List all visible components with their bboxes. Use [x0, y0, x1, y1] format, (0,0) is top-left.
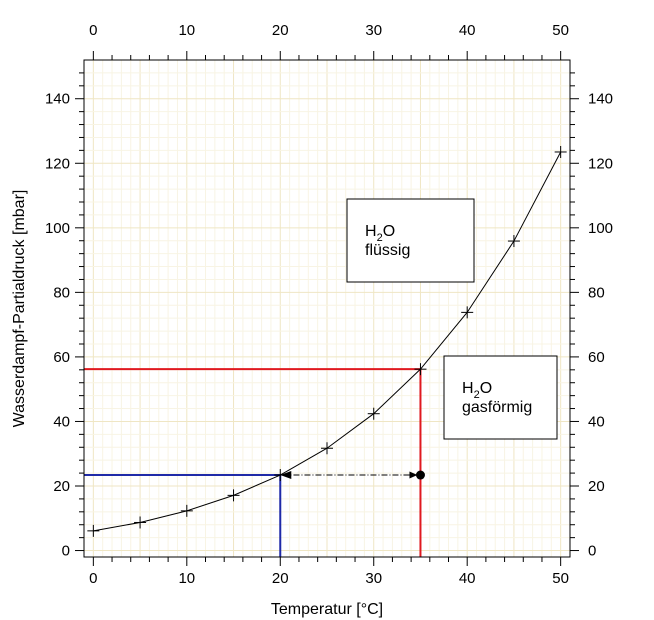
- y-tick-label-right: 140: [588, 91, 613, 108]
- gas-box-phase: gasförmig: [462, 399, 532, 416]
- data-point-marker: [227, 489, 240, 502]
- data-point-marker: [87, 524, 100, 537]
- y-tick-label-left: 80: [53, 284, 70, 301]
- y-tick-label-right: 100: [588, 220, 613, 237]
- x-tick-label-top: 0: [89, 22, 97, 39]
- y-tick-label-left: 100: [45, 220, 70, 237]
- x-tick-label-top: 20: [272, 22, 289, 39]
- x-tick-label-bottom: 0: [89, 570, 97, 587]
- x-tick-label-top: 50: [552, 22, 569, 39]
- x-tick-label-bottom: 10: [178, 570, 195, 587]
- data-point-marker: [461, 306, 474, 319]
- grid: [84, 60, 570, 557]
- y-tick-label-right: 80: [588, 284, 605, 301]
- tick-labels: 0 0 10 10 20 20 30 30 40 40 50 50 0 0 20 20 40 40 60 60 80 80…: [45, 22, 613, 587]
- y-tick-label-right: 40: [588, 413, 605, 430]
- minor-ticks: [75, 51, 579, 566]
- data-point-marker: [134, 516, 147, 529]
- data-point-marker: [321, 442, 333, 455]
- data-point-marker: [414, 363, 427, 376]
- x-axis-label: Temperatur [°C]: [271, 601, 383, 618]
- y-tick-label-right: 60: [588, 349, 605, 366]
- liquid-box-border: [346, 198, 475, 283]
- plot-frame: [83, 59, 571, 558]
- x-tick-label-bottom: 30: [365, 570, 382, 587]
- x-tick-label-top: 10: [178, 22, 195, 39]
- gas-box-border: [443, 355, 558, 440]
- y-tick-label-left: 120: [45, 155, 70, 172]
- x-tick-label-bottom: 20: [272, 570, 289, 587]
- x-tick-label-bottom: 40: [459, 570, 476, 587]
- y-axis-label: Wasserdampf-Partialdruck [mbar]: [11, 190, 28, 428]
- y-tick-label-right: 0: [588, 543, 596, 560]
- data-point-marker: [180, 504, 193, 517]
- arrow-start-dot: [415, 470, 425, 480]
- y-tick-label-left: 60: [53, 349, 70, 366]
- markers-layer: [87, 145, 567, 537]
- data-point-marker: [274, 469, 287, 482]
- y-tick-label-left: 0: [62, 543, 70, 560]
- data-point-marker: [507, 235, 520, 248]
- liquid-box-formula: H2O: [365, 223, 395, 244]
- liquid-box-phase: flüssig: [365, 242, 410, 259]
- data-point-marker: [367, 407, 380, 420]
- y-tick-label-left: 140: [45, 91, 70, 108]
- arrow-tail-head: [409, 471, 418, 479]
- gas-box-formula: H2O: [462, 380, 492, 401]
- x-tick-label-bottom: 50: [552, 570, 569, 587]
- x-tick-label-top: 40: [459, 22, 476, 39]
- data-point-marker: [554, 145, 567, 158]
- x-tick-label-top: 30: [365, 22, 382, 39]
- y-tick-label-right: 20: [588, 478, 605, 495]
- y-tick-label-left: 20: [53, 478, 70, 495]
- y-tick-label-right: 120: [588, 155, 613, 172]
- y-tick-label-left: 40: [53, 413, 70, 430]
